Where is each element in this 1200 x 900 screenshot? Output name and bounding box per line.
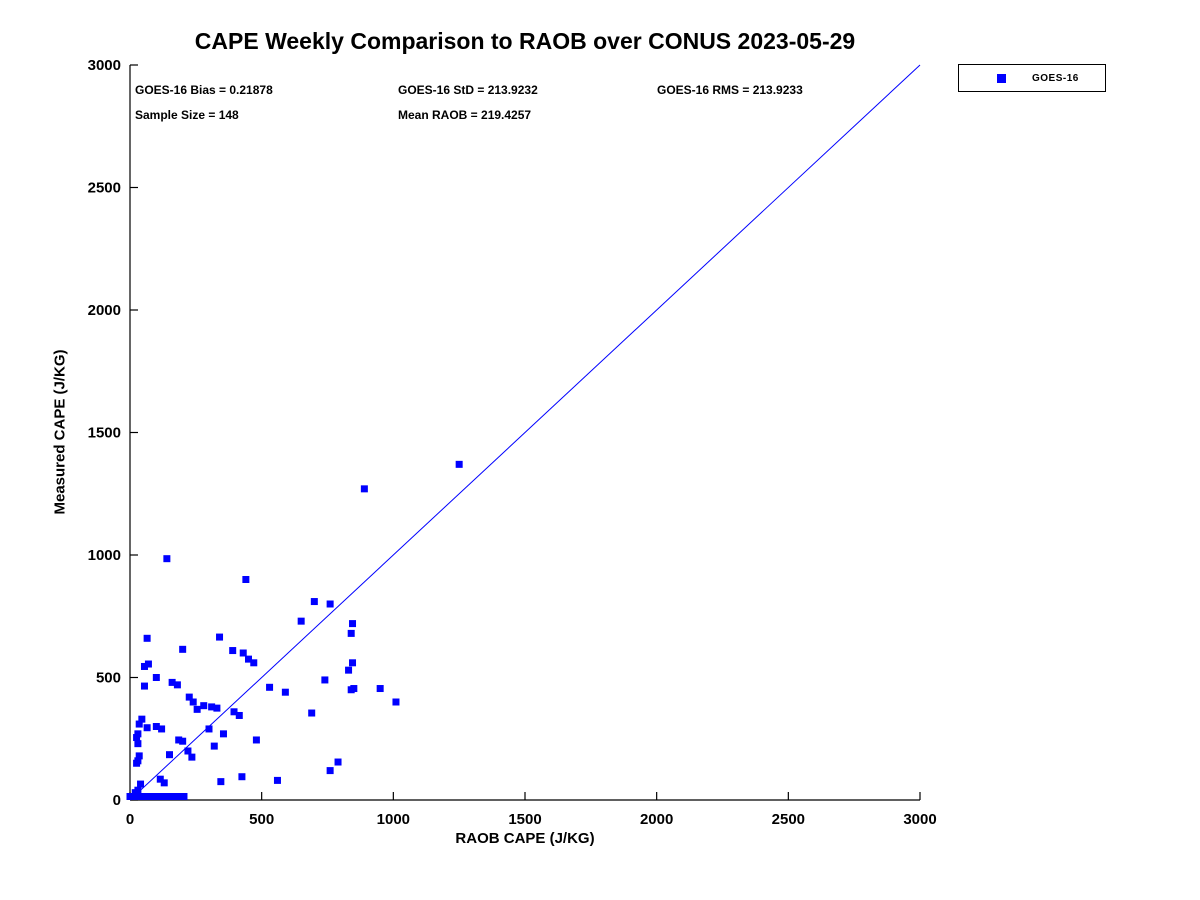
scatter-point (281, 688, 289, 696)
scatter-point (163, 555, 171, 563)
scatter-point (193, 705, 201, 713)
y-tick-label: 500 (96, 670, 121, 687)
x-tick-label: 1500 (508, 811, 541, 828)
scatter-point (135, 752, 143, 760)
scatter-point (242, 576, 250, 583)
scatter-point (308, 709, 316, 717)
scatter-point (229, 647, 237, 655)
scatter-point (144, 660, 152, 668)
scatter-point (321, 676, 329, 684)
scatter-point (134, 730, 142, 738)
y-tick-label: 0 (113, 792, 121, 809)
legend-entry-label: GOES-16 (1032, 72, 1079, 84)
scatter-point (238, 773, 246, 781)
scatter-point (216, 633, 224, 641)
y-tick-label: 1000 (88, 547, 121, 564)
scatter-point (326, 600, 334, 608)
scatter-point (173, 681, 181, 689)
scatter-point (310, 598, 318, 606)
scatter-point (134, 740, 142, 748)
x-axis-label: RAOB CAPE (J/KG) (455, 830, 595, 847)
scatter-point (156, 775, 164, 783)
x-tick-label: 2500 (772, 811, 805, 828)
scatter-point (219, 730, 227, 738)
scatter-point (168, 678, 176, 686)
x-tick-label: 2000 (640, 811, 673, 828)
y-axis-ticks: 0 500 1000 1500 2000 2500 3000 (88, 57, 138, 809)
scatter-point (131, 789, 139, 797)
scatter-series-GOES-16 (126, 460, 463, 800)
scatter-point (360, 485, 368, 493)
scatter-point (326, 767, 334, 775)
scatter-point (152, 723, 160, 730)
scatter-point (133, 759, 141, 767)
scatter-point (189, 698, 197, 706)
legend-square-marker-icon (997, 73, 1006, 83)
scatter-point (347, 686, 355, 694)
scatter-point (252, 736, 260, 744)
legend: GOES-16 (958, 64, 1106, 92)
scatter-point (250, 659, 258, 667)
scatter-point (133, 734, 141, 742)
scatter-point (217, 778, 225, 786)
stat-bias: GOES-16 Bias = 0.21878 (135, 83, 273, 97)
scatter-point (140, 682, 148, 690)
scatter-point (188, 753, 196, 761)
stat-mean-raob: Mean RAOB = 219.4257 (398, 108, 532, 122)
scatter-point (266, 683, 274, 691)
x-tick-label: 0 (126, 811, 134, 828)
y-tick-label: 3000 (88, 57, 121, 74)
scatter-point (179, 645, 187, 653)
scatter-point (230, 708, 238, 716)
scatter-point (349, 659, 357, 667)
scatter-point (152, 674, 160, 681)
y-tick-label: 1500 (88, 425, 121, 442)
scatter-point (245, 655, 252, 663)
scatter-point (143, 724, 151, 732)
scatter-point (235, 711, 243, 719)
scatter-point (297, 617, 305, 625)
scatter-point (179, 737, 187, 745)
scatter-point (345, 666, 353, 674)
scatter-point (160, 779, 168, 787)
x-tick-label: 500 (249, 811, 274, 828)
scatter-point (138, 715, 146, 723)
x-tick-label: 1000 (377, 811, 410, 828)
scatter-point (185, 693, 193, 701)
scatter-point (273, 776, 281, 784)
scatter-point (137, 780, 145, 788)
scatter-point (392, 698, 400, 706)
stat-std: GOES-16 StD = 213.9232 (398, 83, 538, 97)
scatter-point (349, 620, 357, 628)
scatter-point (200, 702, 208, 710)
scatter-point (347, 629, 355, 637)
one-to-one-line (129, 64, 921, 801)
scatter-point (184, 747, 192, 755)
scatter-point (208, 703, 216, 711)
chart-title: CAPE Weekly Comparison to RAOB over CONU… (194, 28, 856, 54)
scatter-point (455, 460, 463, 468)
scatter-point (166, 751, 173, 759)
x-tick-label: 3000 (903, 811, 936, 828)
scatter-point (143, 634, 151, 642)
scatter-point (334, 758, 342, 766)
scatter-point (140, 662, 148, 670)
y-tick-label: 2000 (88, 302, 121, 319)
scatter-point (239, 649, 247, 657)
y-tick-label: 2500 (88, 180, 121, 197)
scatter-point (205, 725, 213, 733)
scatter-point (180, 793, 188, 800)
stat-sample-size: Sample Size = 148 (135, 108, 239, 122)
y-axis-label: Measured CAPE (J/KG) (51, 349, 69, 515)
x-axis-ticks: 0 500 1000 1500 2000 2500 3000 (126, 792, 937, 828)
stat-rms: GOES-16 RMS = 213.9233 (657, 83, 803, 97)
scatter-point (210, 742, 218, 750)
scatter-point (175, 736, 183, 744)
scatter-point (158, 725, 166, 733)
scatter-point (135, 720, 143, 728)
scatter-point (376, 685, 384, 693)
scatter-point (213, 704, 221, 712)
